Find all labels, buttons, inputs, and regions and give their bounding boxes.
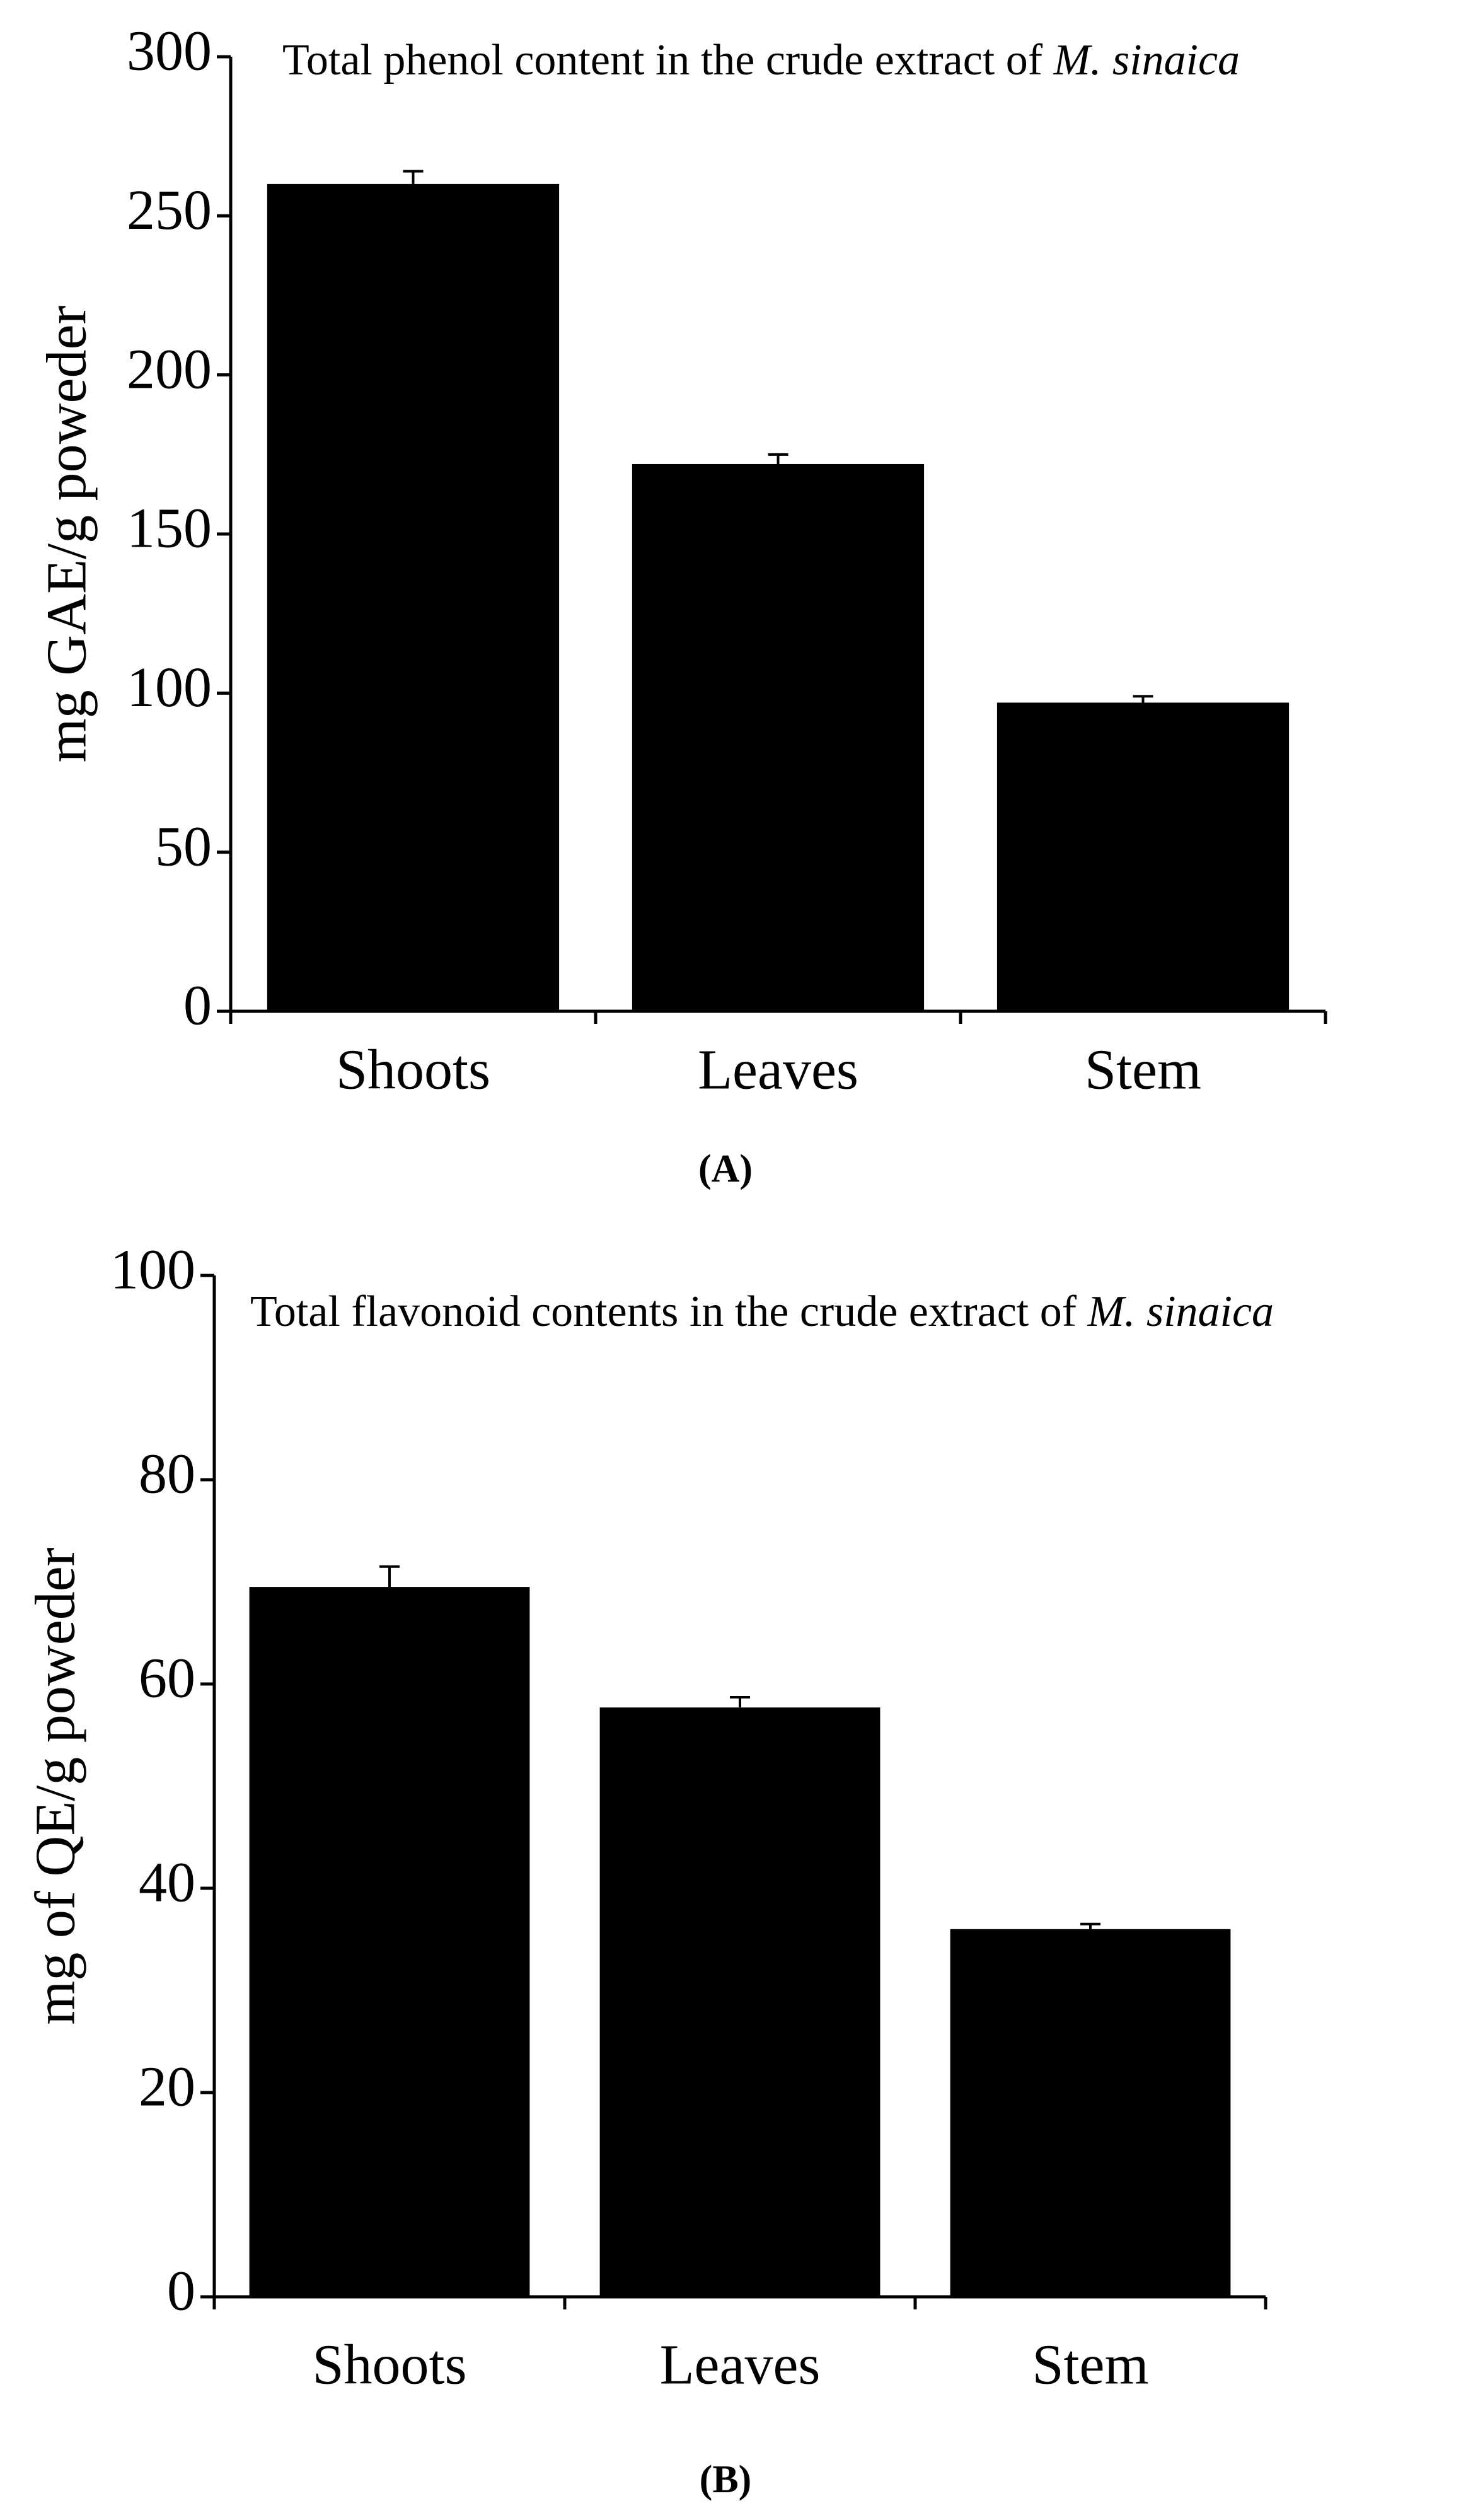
panel-label: (B) — [700, 2458, 752, 2501]
x-tick-label: Stem — [1032, 2334, 1148, 2396]
y-axis-label: mg GAE/g poweder — [36, 306, 98, 763]
panel-label: (A) — [698, 1147, 753, 1190]
x-tick-label: Shoots — [312, 2334, 466, 2396]
bar — [249, 1587, 530, 2297]
bar — [599, 1707, 881, 2297]
y-tick-label: 80 — [139, 1443, 195, 1506]
x-tick-label: Stem — [1085, 1039, 1201, 1101]
y-tick-label: 250 — [127, 179, 212, 241]
y-tick-label: 200 — [127, 338, 212, 400]
chart-title: Total phenol content in the crude extrac… — [282, 36, 1240, 84]
y-tick-label: 300 — [127, 20, 212, 83]
y-tick-label: 0 — [183, 975, 212, 1037]
y-tick-label: 40 — [139, 1852, 195, 1914]
x-tick-label: Shoots — [336, 1039, 490, 1101]
y-tick-label: 100 — [127, 656, 212, 719]
title-species: M. sinaica — [1053, 36, 1240, 84]
bar — [632, 463, 925, 1011]
y-tick-label: 20 — [139, 2056, 195, 2118]
title-text: Total flavonoid contents in the crude ex… — [250, 1287, 1077, 1336]
x-tick-label: Leaves — [660, 2334, 821, 2396]
y-axis-label: mg of QE/g poweder — [25, 1547, 87, 2024]
chart-title: Total flavonoid contents in the crude ex… — [250, 1287, 1274, 1336]
title-text: Total phenol content in the crude extrac… — [282, 36, 1043, 84]
y-tick-label: 150 — [127, 497, 212, 560]
title-species: M. sinaica — [1087, 1287, 1274, 1336]
bar — [950, 1929, 1231, 2297]
bar — [996, 702, 1290, 1011]
x-tick-label: Leaves — [698, 1039, 858, 1101]
y-tick-label: 100 — [110, 1239, 195, 1301]
y-tick-label: 50 — [155, 815, 212, 878]
y-tick-label: 0 — [167, 2260, 195, 2323]
y-tick-label: 60 — [139, 1647, 195, 1710]
bar — [267, 183, 560, 1011]
